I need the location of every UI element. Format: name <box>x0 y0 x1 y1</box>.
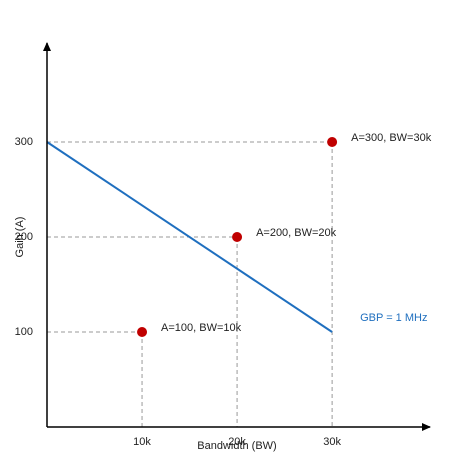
y-axis-label: Gain (A) <box>14 217 26 258</box>
y-tick-label: 300 <box>15 136 33 148</box>
y-tick-label: 100 <box>15 326 33 338</box>
line <box>46 141 333 333</box>
point-label: A=100, BW=10k <box>161 322 242 334</box>
line-label: GBP = 1 MHz <box>360 312 427 324</box>
x-axis-label: Bandwidth (BW) <box>197 440 276 452</box>
x-tick-label: 10k <box>133 436 151 448</box>
x-tick-label: 20k <box>228 436 246 448</box>
point <box>137 327 148 337</box>
point <box>232 232 243 242</box>
y-tick-label: 200 <box>15 231 33 243</box>
point-label: A=300, BW=30k <box>351 132 432 144</box>
x-tick-label: 30k <box>323 436 341 448</box>
point-label: A=200, BW=20k <box>256 227 337 239</box>
point <box>327 137 338 147</box>
